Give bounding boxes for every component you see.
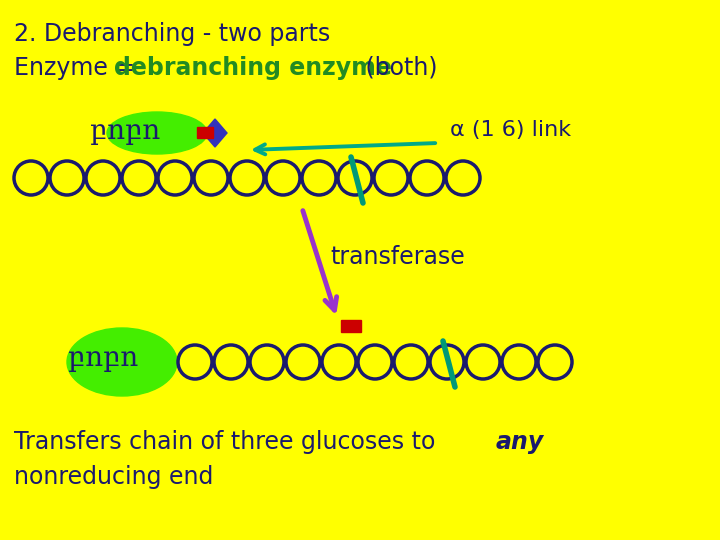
Text: transferase: transferase (330, 245, 464, 269)
Ellipse shape (67, 328, 177, 396)
Text: բոբո: բոբո (90, 118, 161, 145)
Text: Enzyme =: Enzyme = (14, 56, 143, 80)
Ellipse shape (107, 112, 207, 154)
Polygon shape (203, 119, 227, 147)
Bar (341, 320, 361, 332)
Text: (both): (both) (358, 56, 438, 80)
Text: debranching enzyme: debranching enzyme (114, 56, 392, 80)
Text: 2. Debranching - two parts: 2. Debranching - two parts (14, 22, 330, 46)
Text: nonreducing end: nonreducing end (14, 465, 213, 489)
Text: α (1 ⁢6) link: α (1 ⁢6) link (450, 120, 571, 140)
Bar (197, 127, 213, 138)
Text: any: any (496, 430, 544, 454)
Text: Transfers chain of three glucoses to: Transfers chain of three glucoses to (14, 430, 443, 454)
Text: բոբո: բոբո (68, 345, 138, 372)
